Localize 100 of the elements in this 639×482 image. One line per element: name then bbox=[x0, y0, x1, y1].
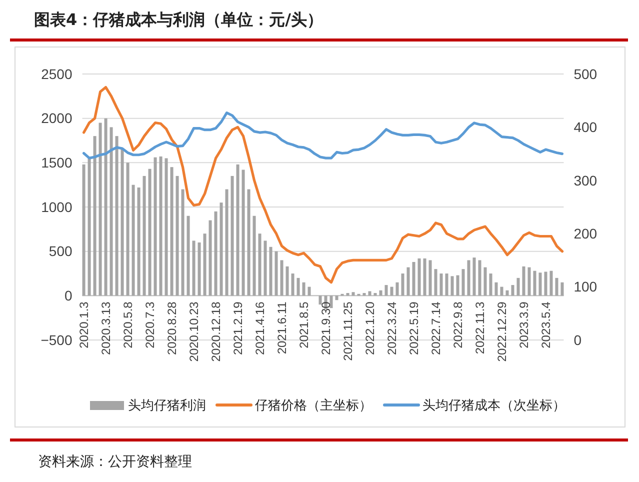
bar bbox=[148, 168, 152, 296]
y-tick-label: 2500 bbox=[41, 66, 72, 82]
bar bbox=[445, 274, 448, 296]
x-tick-label: 2022.5.19 bbox=[406, 301, 421, 356]
bar bbox=[230, 176, 234, 296]
bar bbox=[489, 274, 492, 296]
bar bbox=[330, 296, 333, 308]
line-series bbox=[82, 112, 564, 160]
y2-tick-label: 200 bbox=[574, 226, 598, 242]
bar bbox=[170, 167, 174, 296]
bar bbox=[362, 293, 366, 296]
bar bbox=[176, 176, 179, 296]
bar bbox=[93, 136, 96, 296]
bar bbox=[203, 234, 206, 296]
x-tick-label: 2022.11.3 bbox=[472, 301, 487, 354]
bar bbox=[401, 274, 404, 296]
bar bbox=[511, 285, 514, 296]
bar bbox=[186, 216, 190, 296]
bar bbox=[104, 118, 108, 296]
bar bbox=[423, 258, 426, 296]
bar bbox=[192, 240, 196, 296]
bar bbox=[269, 246, 272, 296]
bar bbox=[462, 269, 465, 296]
x-tick-label: 2020.3.13 bbox=[98, 301, 113, 356]
x-tick-label: 2021.4.16 bbox=[252, 301, 267, 356]
legend-label: 头均仔猪成本（次坐标） bbox=[422, 398, 566, 414]
bar bbox=[220, 202, 223, 296]
x-tick-label: 2022.3.24 bbox=[384, 301, 399, 356]
bar bbox=[308, 286, 311, 296]
bar bbox=[538, 272, 542, 296]
x-tick-label: 2022.12.29 bbox=[494, 301, 509, 362]
x-tick-label: 2020.5.8 bbox=[120, 301, 135, 348]
bar bbox=[264, 240, 267, 296]
bar bbox=[335, 296, 338, 300]
bar bbox=[132, 184, 135, 296]
bar bbox=[82, 164, 86, 296]
y-tick-label: 500 bbox=[48, 243, 72, 260]
y-tick-label: 1500 bbox=[41, 154, 72, 171]
bar bbox=[472, 258, 476, 296]
x-tick-label: 2020.10.23 bbox=[186, 301, 201, 362]
x-tick-label: 2022.1.20 bbox=[362, 301, 377, 356]
text: 资料来源：公开资料整理 bbox=[38, 454, 192, 470]
bar bbox=[115, 136, 118, 296]
bar bbox=[418, 258, 421, 296]
chart-title: 图表4：仔猪成本与利润（单位：元/头） bbox=[34, 10, 323, 29]
x-tick-label: 2020.12.18 bbox=[208, 301, 223, 362]
bar bbox=[137, 187, 140, 296]
bar bbox=[555, 278, 558, 296]
bar bbox=[484, 267, 487, 296]
bar bbox=[159, 156, 162, 296]
legend-label: 仔猪价格（主坐标） bbox=[255, 398, 372, 414]
bar bbox=[225, 189, 228, 296]
bar bbox=[456, 275, 460, 296]
y-tick-label: 2000 bbox=[41, 110, 72, 126]
bar bbox=[274, 251, 278, 296]
legend-label: 头均仔猪利润 bbox=[128, 398, 206, 414]
bar bbox=[478, 260, 482, 296]
x-tick-label: 2023.5.4 bbox=[538, 301, 553, 348]
x-tick-label: 2021.11.25 bbox=[340, 301, 355, 361]
x-tick-label: 2021.8.5 bbox=[296, 301, 311, 348]
bar bbox=[450, 276, 454, 296]
bar bbox=[374, 293, 377, 296]
bar bbox=[126, 162, 130, 296]
y-tick-label: 1000 bbox=[41, 198, 72, 215]
bar bbox=[291, 274, 294, 296]
y2-tick-label: 0 bbox=[574, 332, 582, 348]
bar bbox=[384, 285, 388, 296]
bar bbox=[258, 234, 262, 296]
bar bbox=[533, 270, 536, 296]
bar bbox=[154, 157, 157, 296]
bar bbox=[164, 158, 168, 296]
bar bbox=[544, 272, 548, 296]
bar bbox=[98, 122, 102, 296]
bar bbox=[368, 291, 372, 296]
y-tick-label: −500 bbox=[40, 332, 72, 348]
bar bbox=[516, 278, 520, 296]
bar bbox=[214, 211, 218, 296]
x-tick-label: 2022.7.14 bbox=[428, 301, 443, 356]
bar bbox=[302, 282, 306, 296]
bar bbox=[280, 260, 284, 296]
y2-tick-label: 100 bbox=[574, 278, 598, 295]
bar bbox=[346, 293, 350, 296]
bar bbox=[236, 164, 240, 296]
y2-tick-label: 400 bbox=[574, 119, 598, 136]
x-tick-label: 2023.3.9 bbox=[516, 301, 531, 348]
bar bbox=[296, 278, 300, 296]
bar bbox=[396, 282, 399, 296]
bar bbox=[528, 267, 531, 296]
bar bbox=[247, 189, 250, 296]
x-tick-label: 2022.9.8 bbox=[450, 301, 465, 348]
line-series bbox=[82, 86, 564, 284]
bar bbox=[440, 274, 443, 296]
x-tick-label: 2021.9.30 bbox=[318, 301, 333, 356]
bar bbox=[406, 267, 410, 296]
bar bbox=[286, 266, 289, 296]
x-tick-label: 2021.2.19 bbox=[230, 301, 245, 356]
x-tick-label: 2021.6.11 bbox=[274, 301, 289, 354]
bar bbox=[428, 260, 432, 296]
bar bbox=[110, 127, 113, 296]
bar bbox=[412, 262, 416, 296]
